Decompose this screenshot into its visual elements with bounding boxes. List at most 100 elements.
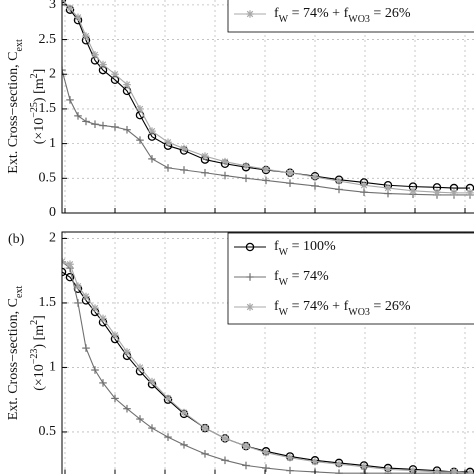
marker-stroke [384,184,392,192]
marker-plus [82,117,90,126]
marker-star [242,162,250,170]
legend-label: fW = 74% + fWO3 = 26% [274,6,411,25]
marker-stroke [62,0,66,3]
marker-star [66,260,74,269]
marker-star [164,138,172,147]
subscript: ext [14,39,25,51]
marker-plus [311,182,319,190]
marker-stroke [91,304,99,312]
marker-stroke [148,127,156,135]
marker-stroke [99,61,107,68]
marker-star [262,165,270,174]
subscript: W [279,14,289,25]
marker-plus [201,450,209,458]
marker-stroke [164,395,172,402]
y-axis-label: Ext. Cross−section, Cext [6,39,25,174]
y-tick-label: 2 [49,231,56,246]
marker-star [180,144,188,153]
text-run: ) [m [32,78,47,102]
superscript: 2 [29,320,40,325]
marker-star [111,70,119,79]
marker-star [82,32,90,40]
legend-box [227,232,474,325]
marker-stroke [466,189,474,197]
marker-stroke [468,469,474,474]
marker-star [123,348,131,356]
marker-stroke [148,378,156,385]
marker-plus [286,179,294,187]
marker-plus [148,155,156,163]
marker-star [91,51,99,59]
y-axis-label: (×10−25) [m2] [29,69,47,145]
marker-star [246,303,254,311]
marker-stroke [164,139,172,146]
panel-label: (b) [8,232,25,247]
marker-star [123,80,131,89]
marker-plus [99,121,107,130]
marker-stroke [262,449,270,456]
y-tick-label: 0.5 [39,171,57,186]
marker-stroke [136,364,144,371]
marker-stroke [246,303,254,311]
marker-star [466,469,474,474]
marker-star [136,105,144,113]
marker-star [201,152,209,160]
legend-label: fW = 74% + fWO3 = 26% [274,299,411,318]
plot-frame [61,0,474,214]
text-run: = 74% + f [288,299,348,314]
marker-stroke [286,169,294,176]
subscript: W [279,277,289,288]
marker-star [99,60,107,69]
marker-stroke [409,467,417,474]
marker-stroke [201,424,209,432]
marker-stroke [91,51,99,59]
y-tick-label: 0.5 [39,424,57,439]
marker-star [286,453,294,462]
subscript: W [279,247,289,258]
text-run: = 100% [288,239,336,254]
legend-box [227,0,474,33]
marker-plus [360,469,368,474]
marker-plus [262,176,270,185]
marker-plus [360,188,368,196]
legend-label: fW = 100% [274,239,336,258]
marker-star [180,408,188,417]
y-tick-label: 0 [49,205,56,220]
marker-stroke [286,454,294,461]
marker-stroke [123,81,131,88]
marker-plus [91,366,99,374]
marker-stroke [66,5,74,12]
marker-star [311,173,319,181]
marker-stroke [450,189,458,197]
text-run: = 26% [370,6,411,21]
marker-star [433,188,441,196]
marker-plus [180,441,188,449]
marker-stroke [335,460,343,468]
marker-plus [148,424,156,432]
marker-star [136,363,144,372]
marker-plus [242,461,250,470]
marker-plus [91,120,99,128]
y-tick-label: 3 [49,0,56,12]
marker-stroke [99,315,107,322]
marker-stroke [384,466,392,473]
marker-stroke [111,331,119,339]
marker-star [74,282,82,290]
marker-plus [123,125,131,134]
marker-stroke [66,261,74,268]
marker-stroke [136,105,144,113]
marker-plus [66,96,74,104]
marker-stroke [360,182,368,189]
y-tick-label: 1.5 [39,101,57,116]
marker-star [335,177,343,185]
marker-star [335,460,343,468]
marker-plus [136,415,144,423]
marker-plus [262,464,270,472]
marker-star [62,0,66,4]
y-tick-label: 1.5 [39,295,57,310]
text-run: (×10 [32,118,47,145]
marker-stroke [111,71,119,78]
marker-stroke [201,152,209,160]
marker-star [360,181,368,190]
marker-star [111,331,119,339]
